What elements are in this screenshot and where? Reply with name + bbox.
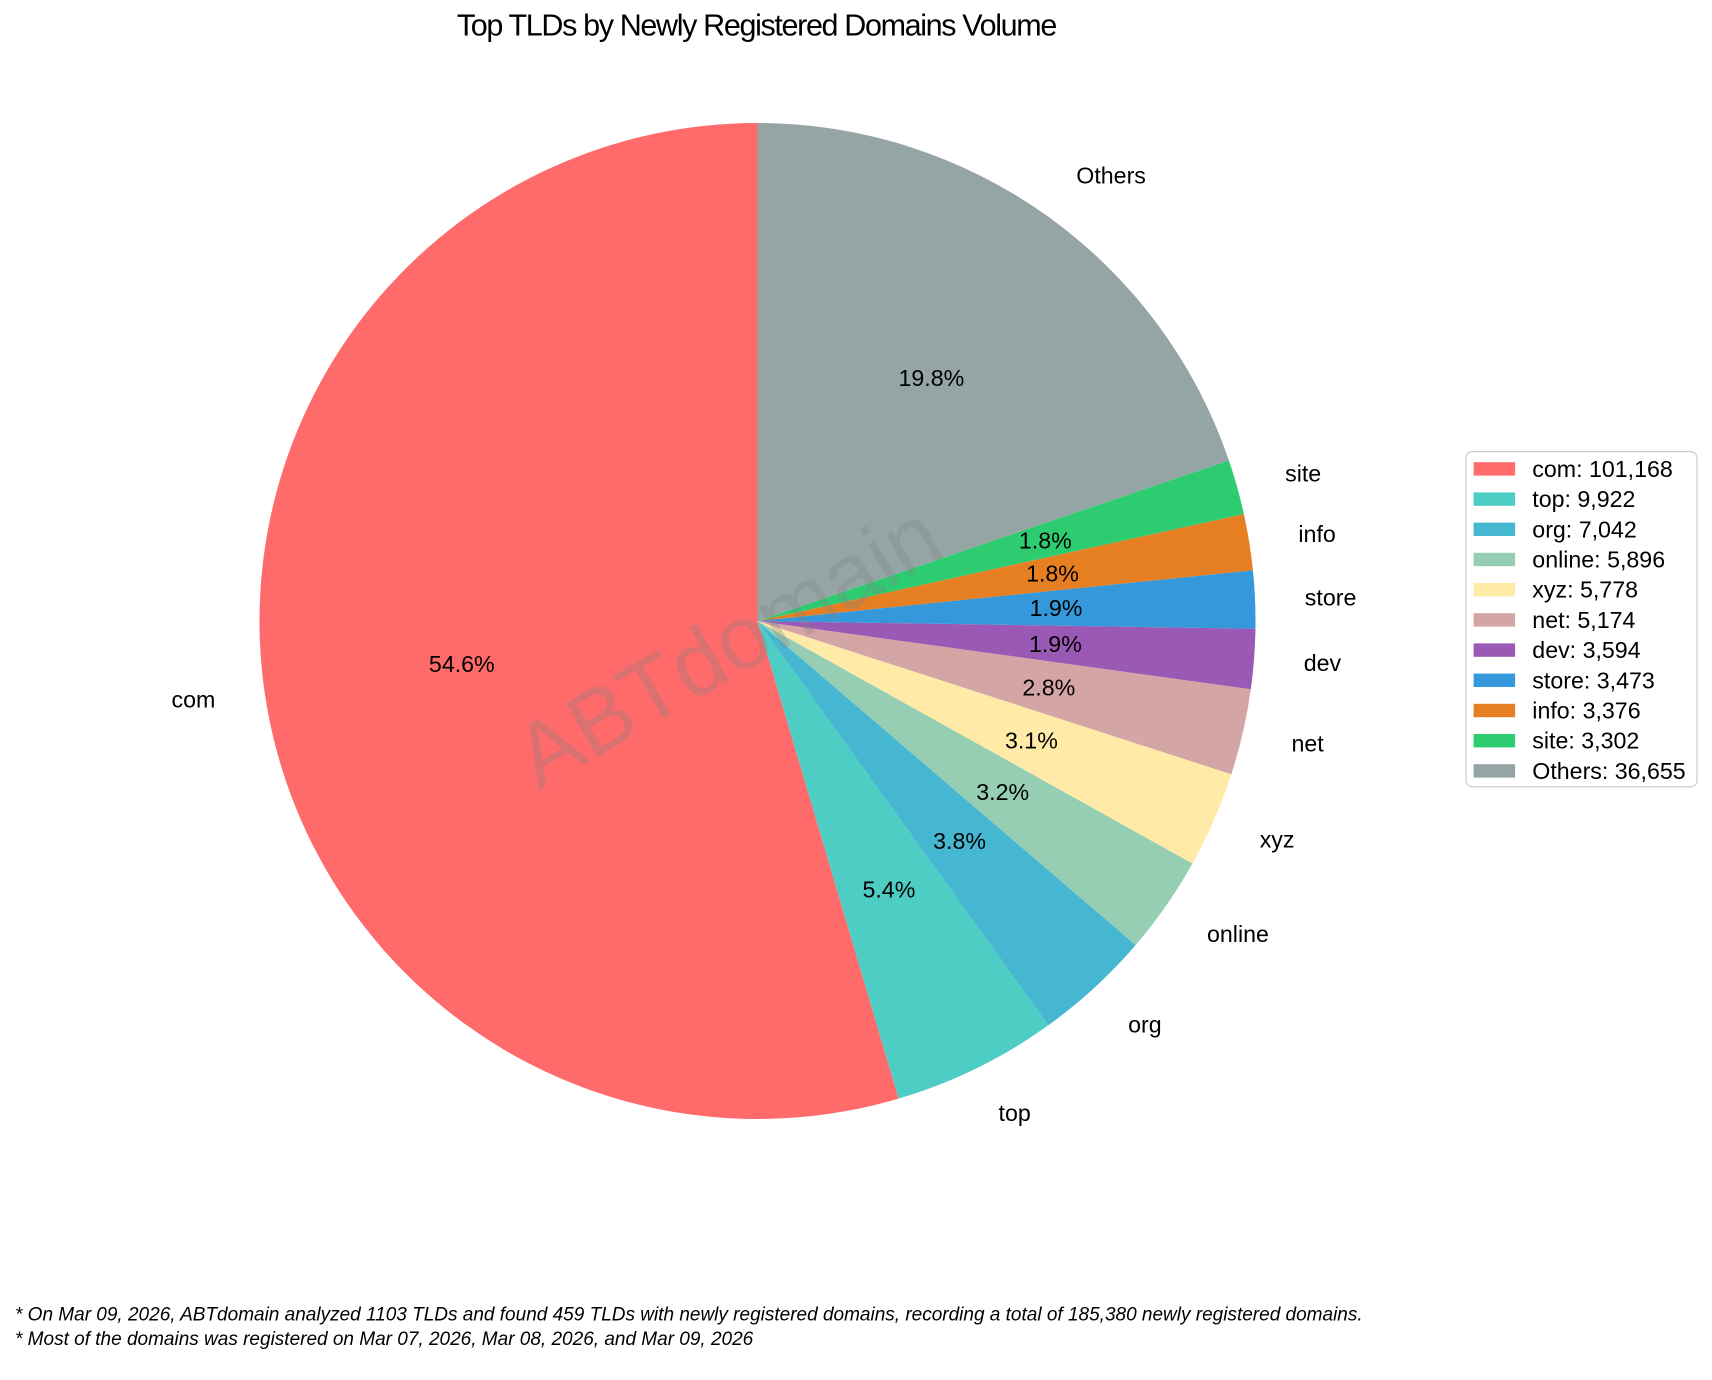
svg-text:2.8%: 2.8% [1022,675,1075,701]
svg-text:dev: 3,594: dev: 3,594 [1532,637,1640,663]
svg-text:1.8%: 1.8% [1026,561,1079,587]
svg-text:com: com [171,686,215,712]
svg-text:Top TLDs by Newly Registered D: Top TLDs by Newly Registered Domains Vol… [457,9,1057,43]
svg-text:1.9%: 1.9% [1030,595,1083,621]
svg-text:xyz: xyz [1260,827,1295,853]
svg-text:org: org [1128,1011,1162,1037]
svg-text:net: 5,174: net: 5,174 [1532,607,1635,633]
svg-text:xyz: 5,778: xyz: 5,778 [1532,577,1638,603]
svg-text:online: 5,896: online: 5,896 [1532,547,1665,573]
svg-text:Others: Others [1076,163,1146,189]
svg-text:top: 9,922: top: 9,922 [1532,486,1635,512]
svg-text:3.8%: 3.8% [933,828,986,854]
svg-text:* Most of the domains was regi: * Most of the domains was registered on … [15,1329,754,1350]
svg-text:info: 3,376: info: 3,376 [1532,698,1640,724]
svg-text:1.9%: 1.9% [1029,631,1082,657]
svg-text:info: info [1298,521,1335,547]
svg-text:3.1%: 3.1% [1005,727,1058,753]
svg-text:19.8%: 19.8% [899,365,965,391]
svg-text:* On Mar 09, 2026, ABTdomain a: * On Mar 09, 2026, ABTdomain analyzed 11… [15,1305,1363,1326]
svg-text:dev: dev [1304,650,1342,676]
svg-text:net: net [1292,730,1325,756]
svg-text:Others: 36,655: Others: 36,655 [1532,758,1685,784]
svg-text:top: top [999,1100,1031,1126]
svg-text:site: site [1285,461,1321,487]
svg-text:com: 101,168: com: 101,168 [1532,456,1673,482]
svg-text:54.6%: 54.6% [429,651,495,677]
svg-text:3.2%: 3.2% [976,779,1029,805]
svg-text:site: 3,302: site: 3,302 [1532,728,1639,754]
svg-text:store: 3,473: store: 3,473 [1532,667,1654,693]
svg-text:1.8%: 1.8% [1019,528,1072,554]
svg-text:5.4%: 5.4% [862,876,915,902]
svg-text:org: 7,042: org: 7,042 [1532,516,1636,542]
svg-text:store: store [1305,584,1357,610]
svg-text:online: online [1207,921,1269,947]
